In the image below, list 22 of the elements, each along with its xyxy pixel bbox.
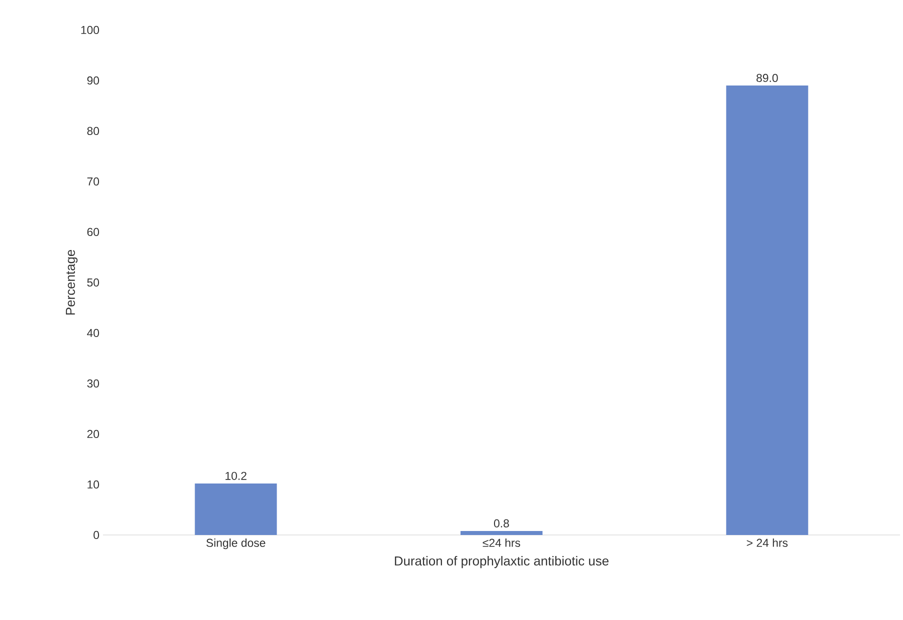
x-tick-label: Single dose bbox=[206, 538, 266, 550]
x-axis-title: Duration of prophylaxtic antibiotic use bbox=[394, 556, 609, 568]
y-tick-label: 20 bbox=[87, 430, 100, 438]
y-tick-label: 50 bbox=[87, 278, 100, 287]
x-tick-label: ≤24 hrs bbox=[482, 538, 520, 547]
y-tick-label: 70 bbox=[87, 177, 100, 186]
y-tick-label: 0 bbox=[94, 530, 100, 540]
y-tick-label: 10 bbox=[88, 480, 100, 489]
y-tick-label: 40 bbox=[87, 328, 100, 338]
y-tick-label: 60 bbox=[87, 228, 100, 236]
y-tick-label: 80 bbox=[87, 126, 100, 136]
bar bbox=[726, 86, 808, 535]
data-label: 89.0 bbox=[756, 74, 778, 82]
y-tick-label: 30 bbox=[87, 379, 100, 388]
y-tick-label: 90 bbox=[87, 76, 100, 85]
bar bbox=[460, 530, 543, 535]
x-tick-label: > 24 hrs bbox=[746, 538, 788, 547]
y-tick-label: 100 bbox=[81, 26, 100, 34]
y-axis-title: Percentage bbox=[66, 250, 78, 315]
data-label: 0.8 bbox=[494, 519, 509, 528]
data-label: 10.2 bbox=[226, 472, 246, 480]
bar bbox=[194, 483, 277, 535]
